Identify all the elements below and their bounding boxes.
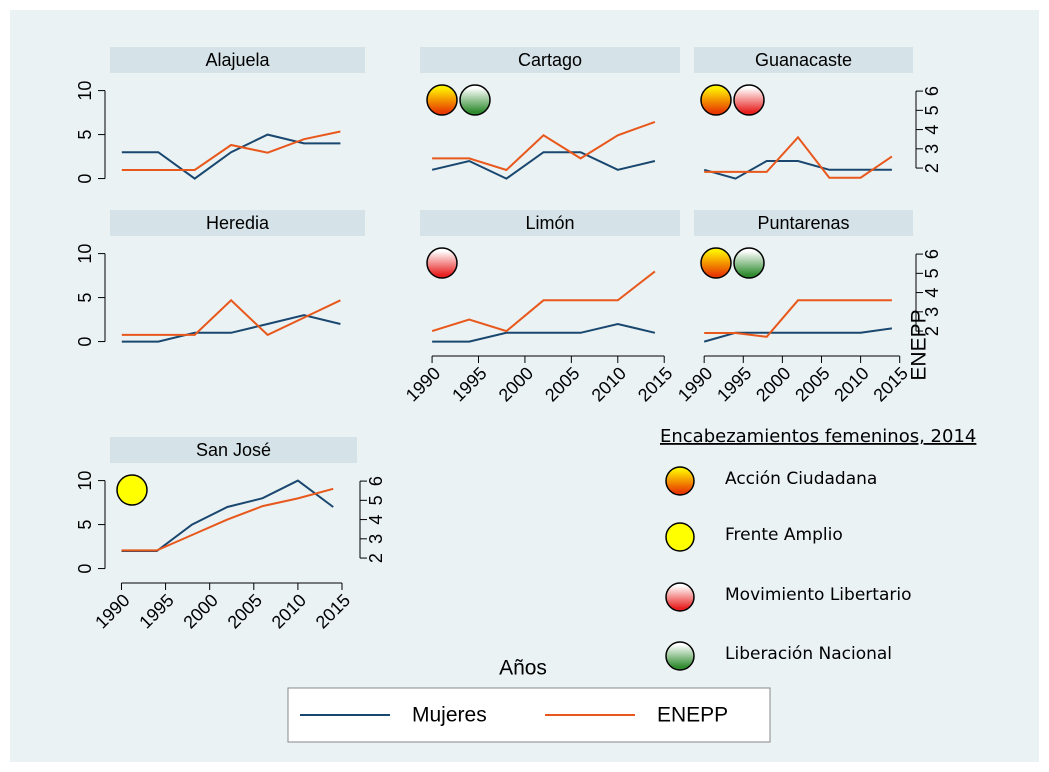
- series-line: [704, 135, 893, 179]
- y2-tick-label: 5: [366, 495, 386, 505]
- panel-title: Limón: [525, 213, 574, 233]
- y2-tick-label: 6: [922, 249, 942, 259]
- series-line: [703, 160, 892, 180]
- background: [10, 10, 1039, 762]
- party-marker: [116, 474, 148, 506]
- y2-tick-label: 6: [922, 86, 942, 96]
- party-legend-marker: [665, 582, 695, 612]
- y-tick-label: 0: [75, 174, 95, 184]
- y2-tick-label: 5: [922, 105, 942, 115]
- y-tick-label: 5: [75, 520, 95, 530]
- party-legend-label: Frente Amplio: [725, 525, 843, 545]
- y-tick-label: 10: [75, 471, 95, 491]
- legend: Mujeres ENEPP: [300, 704, 728, 727]
- series-line: [704, 299, 892, 338]
- party-marker: [426, 247, 458, 279]
- party-marker: [733, 84, 765, 116]
- panel-title: Heredia: [206, 213, 270, 233]
- panel-header: [694, 210, 913, 236]
- panel-title: San José: [196, 440, 271, 460]
- party-legend-title: Encabezamientos femeninos, 2014: [660, 426, 976, 447]
- panel-header: [110, 210, 365, 236]
- y2-axis-title: ENEPP: [908, 309, 931, 380]
- y-tick-label: 0: [75, 337, 95, 347]
- party-marker: [700, 84, 732, 116]
- party-marker: [426, 84, 458, 116]
- legend-label: ENEPP: [657, 704, 728, 727]
- series-line: [121, 314, 341, 343]
- series-line: [121, 133, 341, 180]
- party-legend: Acción Ciudadana Frente Amplio Movimiento …: [665, 466, 911, 671]
- y2-tick-label: 2: [922, 326, 942, 336]
- y2-tick-label: 5: [922, 268, 942, 278]
- y-tick-label: 10: [75, 244, 95, 264]
- panel-header: [110, 437, 357, 463]
- panel-header: [420, 210, 680, 236]
- panel-title: Alajuela: [205, 50, 270, 70]
- series-line: [432, 120, 656, 172]
- panel-header: [420, 47, 680, 73]
- party-legend-marker: [665, 522, 695, 552]
- party-marker: [700, 247, 732, 279]
- y2-tick-label: 4: [922, 125, 942, 135]
- y-tick-label: 5: [75, 130, 95, 140]
- panel-title: Puntarenas: [757, 213, 849, 233]
- series-line: [432, 322, 656, 343]
- legend-label: Mujeres: [412, 704, 487, 727]
- series-line: [121, 487, 334, 552]
- y2-tick-label: 3: [922, 144, 942, 154]
- panel-header: [694, 47, 913, 73]
- panel-title: Guanacaste: [755, 50, 852, 70]
- y-tick-label: 5: [75, 293, 95, 303]
- party-marker: [459, 84, 491, 116]
- party-marker: [733, 247, 765, 279]
- party-legend-label: Acción Ciudadana: [725, 469, 877, 489]
- y-tick-label: 10: [75, 81, 95, 101]
- series-line: [431, 151, 656, 180]
- y2-tick-label: 3: [366, 534, 386, 544]
- y-tick-label: 0: [75, 564, 95, 574]
- panel-header: [110, 47, 365, 73]
- y2-tick-label: 4: [922, 288, 942, 298]
- party-legend-marker: [665, 466, 695, 496]
- party-legend-marker: [665, 641, 695, 671]
- y2-tick-label: 3: [922, 307, 942, 317]
- y2-tick-label: 2: [366, 553, 386, 563]
- y2-tick-label: 4: [366, 515, 386, 525]
- series-line: [431, 270, 656, 333]
- x-axis-title: Años: [499, 657, 547, 680]
- series-line: [121, 298, 341, 337]
- panel-title: Cartago: [518, 50, 582, 70]
- party-legend-label: Liberación Nacional: [725, 644, 892, 664]
- y2-tick-label: 6: [366, 476, 386, 486]
- series-line: [121, 130, 341, 171]
- y2-tick-label: 2: [922, 163, 942, 173]
- party-legend-label: Movimiento Libertario: [725, 585, 911, 605]
